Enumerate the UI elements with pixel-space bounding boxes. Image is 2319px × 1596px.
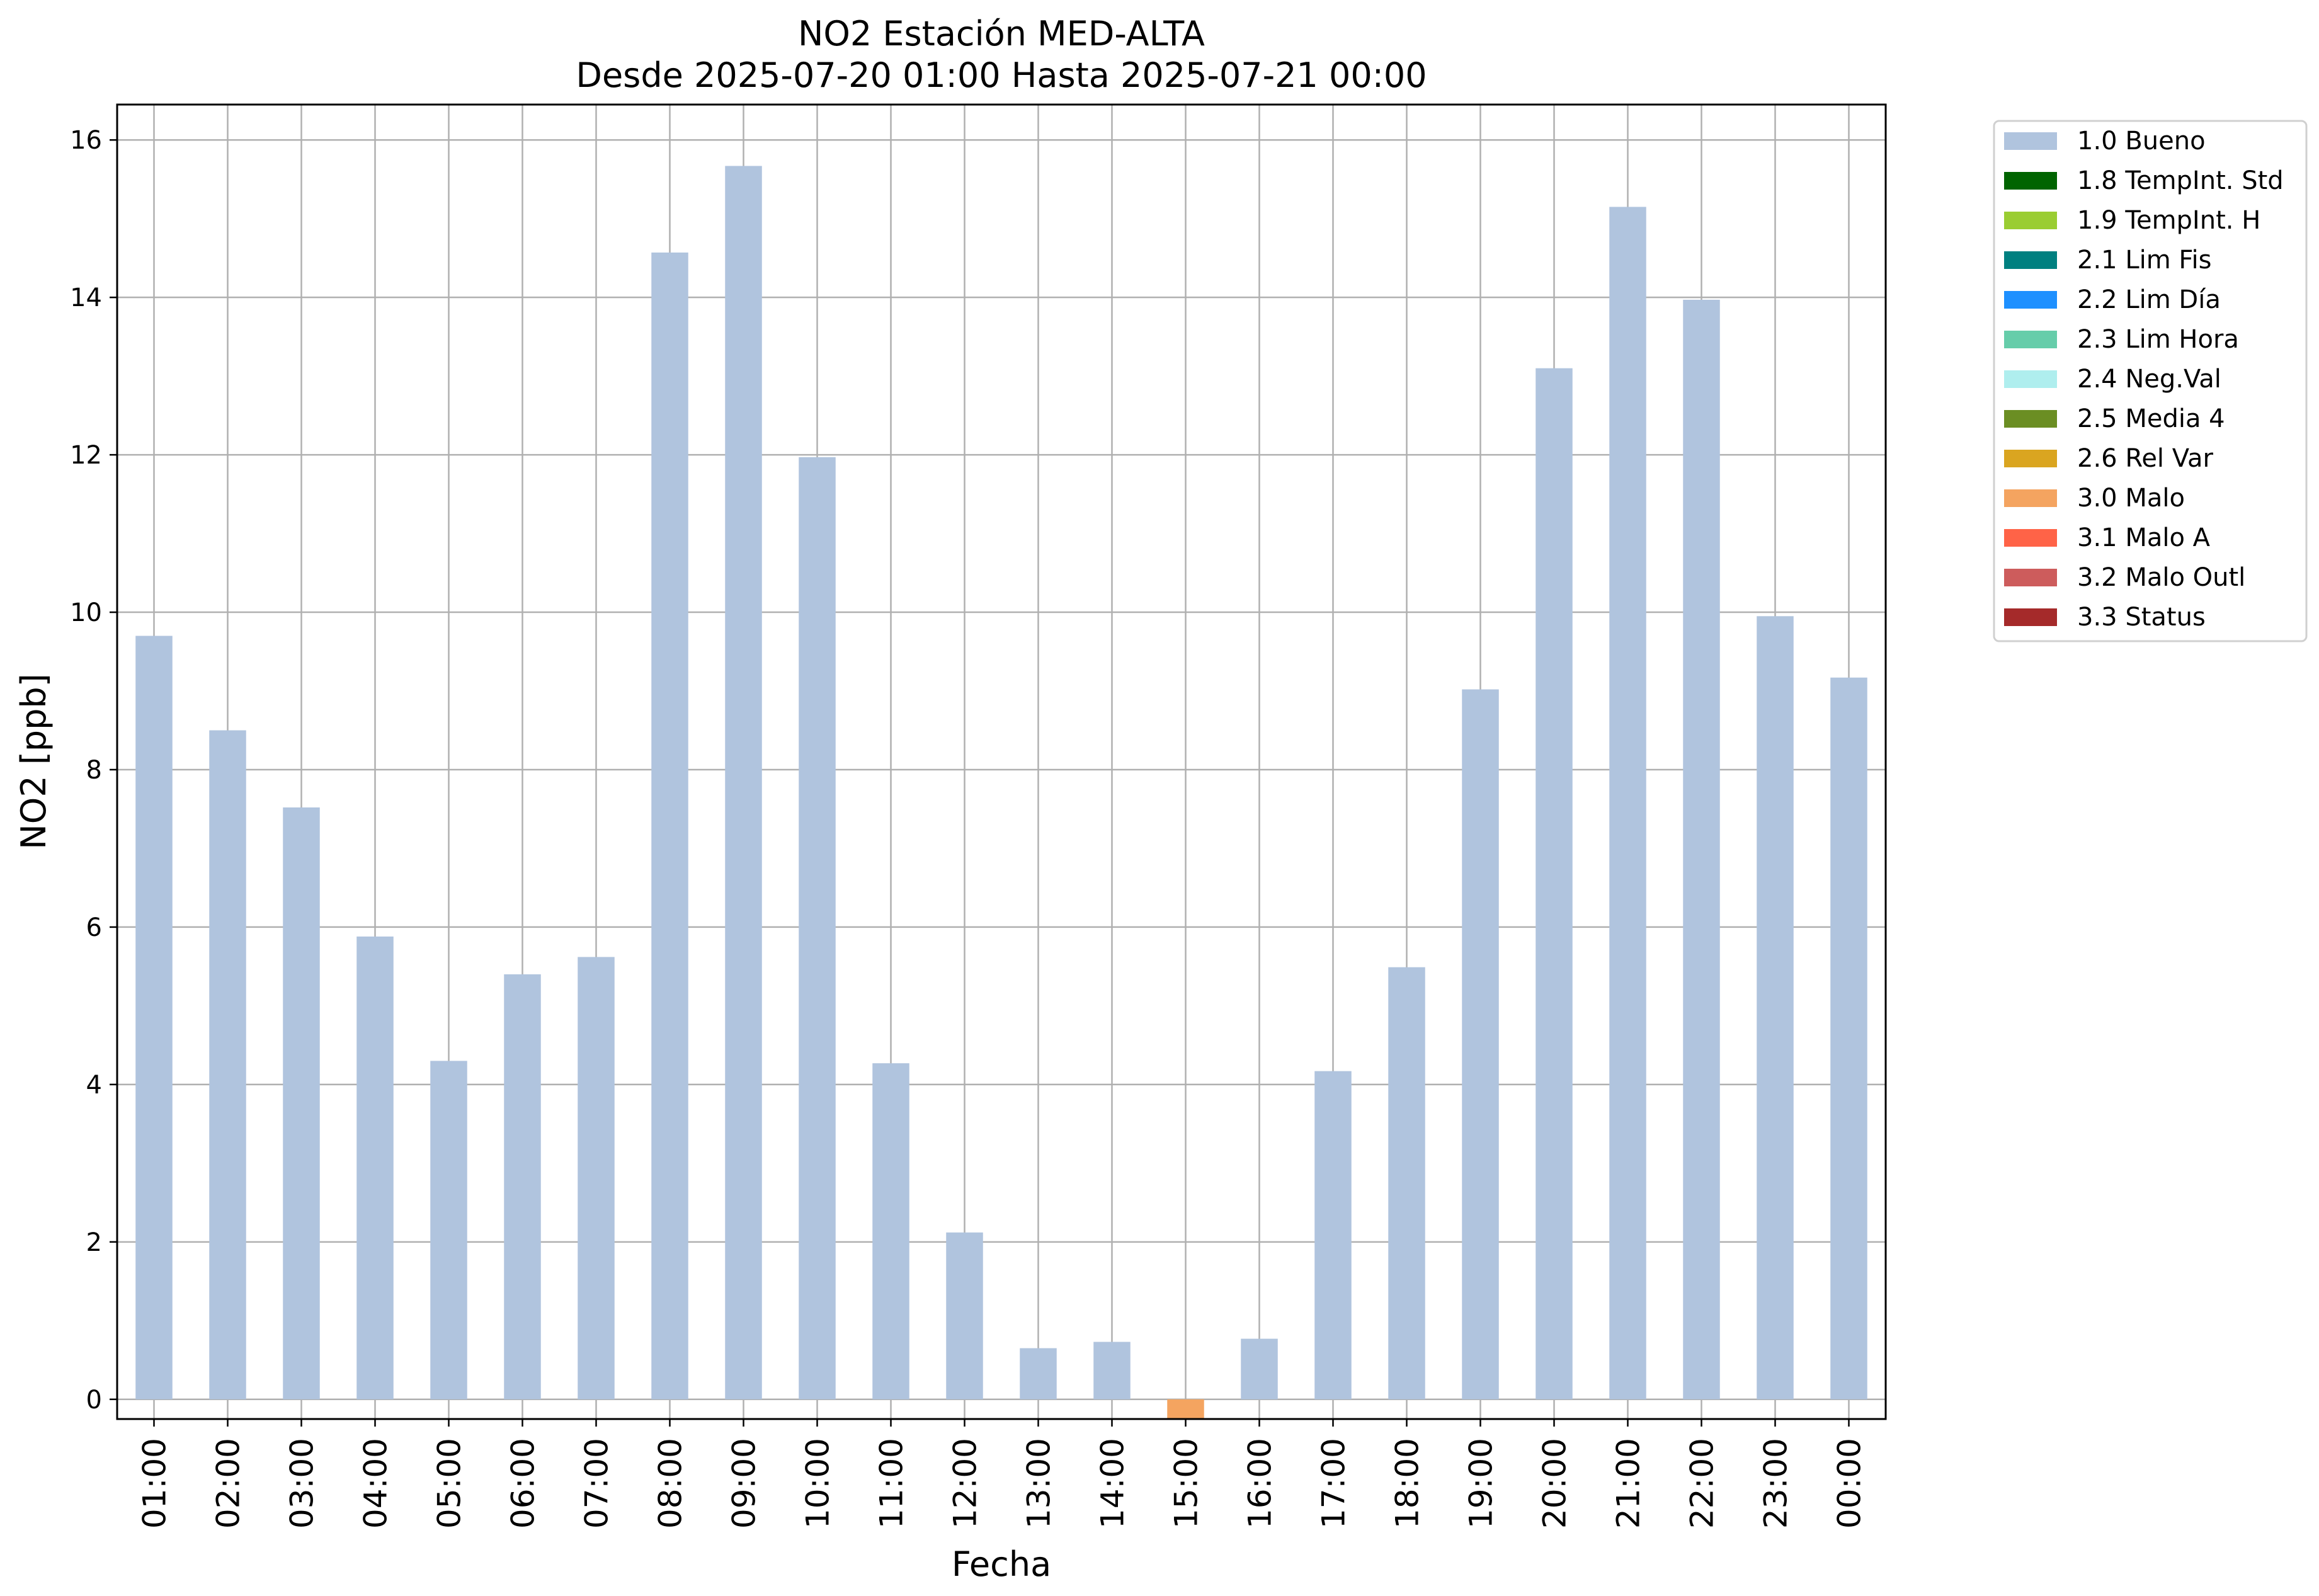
y-tick-label: 4 bbox=[86, 1071, 102, 1100]
legend-swatch bbox=[2004, 489, 2057, 507]
bar-0400 bbox=[356, 936, 394, 1399]
plot-frame bbox=[116, 103, 1887, 1420]
x-tick-label: 09:00 bbox=[726, 1438, 763, 1529]
legend-swatch bbox=[2004, 529, 2057, 547]
legend-swatch bbox=[2004, 132, 2057, 150]
y-tick-label: 2 bbox=[86, 1228, 102, 1257]
bar-1600 bbox=[1241, 1338, 1278, 1399]
bar-1800 bbox=[1388, 967, 1425, 1399]
y-axis-label: NO2 [ppb] bbox=[14, 673, 54, 849]
bar-1500 bbox=[1167, 1399, 1204, 1419]
legend-label: 2.5 Media 4 bbox=[2077, 404, 2225, 433]
legend-label: 1.8 TempInt. Std bbox=[2077, 166, 2284, 195]
legend-label: 2.6 Rel Var bbox=[2077, 444, 2214, 473]
x-tick-label: 06:00 bbox=[505, 1438, 542, 1529]
legend-label: 2.4 Neg.Val bbox=[2077, 365, 2221, 394]
x-tick-label: 07:00 bbox=[579, 1438, 615, 1529]
legend-swatch bbox=[2004, 450, 2057, 467]
legend-swatch bbox=[2004, 608, 2057, 626]
x-tick-label: 20:00 bbox=[1537, 1438, 1573, 1529]
legend-swatch bbox=[2004, 251, 2057, 269]
x-tick-label: 16:00 bbox=[1242, 1438, 1279, 1529]
bar-0700 bbox=[578, 957, 615, 1399]
legend-swatch bbox=[2004, 291, 2057, 309]
bar-2000 bbox=[1536, 368, 1573, 1399]
bar-0300 bbox=[283, 807, 320, 1399]
x-tick-label: 15:00 bbox=[1168, 1438, 1205, 1529]
y-tick-label: 8 bbox=[86, 756, 102, 785]
bar-0200 bbox=[209, 730, 246, 1399]
x-tick-label: 04:00 bbox=[358, 1438, 394, 1529]
legend-swatch bbox=[2004, 212, 2057, 229]
x-tick-label: 03:00 bbox=[284, 1438, 321, 1529]
y-tick-label: 0 bbox=[86, 1386, 102, 1415]
legend-swatch bbox=[2004, 410, 2057, 428]
bars bbox=[135, 166, 1867, 1419]
bar-0500 bbox=[430, 1061, 467, 1399]
x-tick-label: 08:00 bbox=[652, 1438, 689, 1529]
bar-1300 bbox=[1020, 1348, 1057, 1399]
x-tick-label: 14:00 bbox=[1095, 1438, 1131, 1529]
legend-label: 3.1 Malo A bbox=[2077, 523, 2211, 552]
x-tick-label: 02:00 bbox=[210, 1438, 247, 1529]
x-tick-label: 19:00 bbox=[1463, 1438, 1500, 1529]
legend-label: 2.1 Lim Fis bbox=[2077, 246, 2211, 275]
x-axis-label: Fecha bbox=[952, 1544, 1051, 1584]
x-tick-label: 23:00 bbox=[1758, 1438, 1794, 1529]
bar-0800 bbox=[651, 252, 688, 1399]
legend-swatch bbox=[2004, 569, 2057, 586]
bar-2300 bbox=[1757, 616, 1794, 1399]
bar-1700 bbox=[1314, 1071, 1352, 1399]
bar-0000 bbox=[1830, 677, 1867, 1399]
x-axis: 01:00 02:00 03:00 04:00 05:00 06:00 07:00 08:00… bbox=[137, 1419, 1868, 1529]
y-tick-label: 6 bbox=[86, 913, 102, 942]
bar-1100 bbox=[872, 1063, 909, 1399]
bar-0900 bbox=[725, 166, 762, 1399]
x-tick-label: 13:00 bbox=[1021, 1438, 1057, 1529]
y-tick-label: 16 bbox=[70, 126, 102, 155]
bar-1400 bbox=[1093, 1342, 1131, 1399]
legend: 1.0 Bueno 1.8 TempInt. Std 1.9 TempInt. H 2… bbox=[1993, 120, 2308, 642]
x-tick-label: 11:00 bbox=[874, 1438, 910, 1529]
x-tick-label: 17:00 bbox=[1316, 1438, 1352, 1529]
bar-2200 bbox=[1683, 299, 1720, 1399]
x-tick-label: 18:00 bbox=[1389, 1438, 1426, 1529]
x-tick-label: 21:00 bbox=[1610, 1438, 1647, 1529]
y-tick-label: 14 bbox=[70, 283, 102, 312]
legend-label: 1.0 Bueno bbox=[2077, 127, 2206, 156]
legend-label: 3.0 Malo bbox=[2077, 484, 2185, 513]
chart-subtitle: Desde 2025-07-20 01:00 Hasta 2025-07-21 … bbox=[576, 55, 1427, 95]
x-tick-label: 05:00 bbox=[431, 1438, 468, 1529]
legend-label: 1.9 TempInt. H bbox=[2077, 206, 2260, 235]
y-tick-label: 10 bbox=[70, 598, 102, 627]
x-tick-label: 12:00 bbox=[947, 1438, 984, 1529]
bar-1900 bbox=[1462, 689, 1499, 1399]
legend-swatch bbox=[2004, 331, 2057, 348]
chart-title: NO2 Estación MED-ALTA bbox=[798, 14, 1205, 54]
x-tick-label: 01:00 bbox=[137, 1438, 173, 1529]
x-tick-label: 22:00 bbox=[1684, 1438, 1721, 1529]
bar-0100 bbox=[135, 636, 173, 1399]
legend-label: 2.2 Lim Día bbox=[2077, 285, 2221, 314]
x-tick-label: 00:00 bbox=[1832, 1438, 1868, 1529]
legend-label: 3.3 Status bbox=[2077, 603, 2206, 632]
bar-1200 bbox=[946, 1232, 983, 1399]
legend-label: 2.3 Lim Hora bbox=[2077, 325, 2239, 354]
legend-label: 3.2 Malo Outl bbox=[2077, 563, 2245, 592]
x-tick-label: 10:00 bbox=[800, 1438, 836, 1529]
bar-0600 bbox=[504, 974, 541, 1399]
legend-swatch bbox=[2004, 370, 2057, 388]
legend-box bbox=[1993, 120, 2308, 642]
bar-1000 bbox=[799, 457, 836, 1399]
y-tick-label: 12 bbox=[70, 441, 102, 470]
legend-swatch bbox=[2004, 172, 2057, 190]
bar-2100 bbox=[1609, 207, 1646, 1399]
y-axis: 0 2 4 6 8 10 12 14 16 bbox=[70, 126, 117, 1415]
